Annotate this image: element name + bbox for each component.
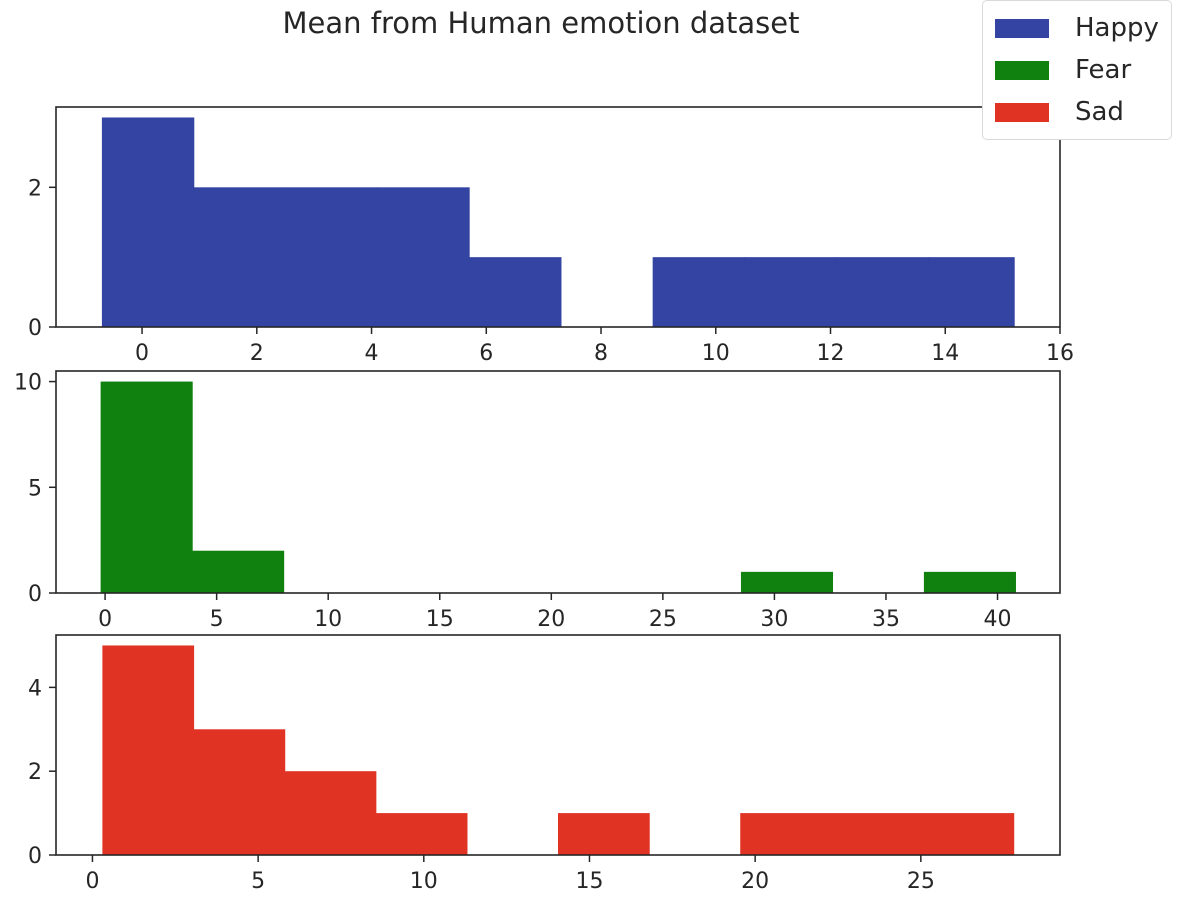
bar-happy-7 bbox=[744, 257, 837, 327]
x-tick-label: 5 bbox=[251, 869, 265, 894]
legend-item-sad: Sad bbox=[995, 97, 1124, 127]
x-tick-label: 10 bbox=[410, 869, 438, 894]
y-tick-label: 0 bbox=[28, 844, 42, 869]
bar-sad-2 bbox=[284, 771, 377, 855]
subplot-sad: 0 5 10 15 20 25 0 2 4 bbox=[28, 634, 1061, 894]
bar-fear-7 bbox=[740, 571, 834, 593]
x-tick-label: 25 bbox=[907, 869, 935, 894]
x-tick-label: 6 bbox=[479, 341, 493, 366]
subplot-fear: 0 5 10 15 20 25 30 35 40 0 5 10 bbox=[14, 370, 1061, 632]
bar-sad-3 bbox=[375, 813, 468, 855]
legend-swatch-sad bbox=[995, 102, 1049, 122]
x-tick-label: 30 bbox=[760, 607, 788, 632]
y-tick-label: 4 bbox=[28, 676, 42, 701]
y-tick-label: 10 bbox=[14, 371, 42, 396]
y-tick-label: 5 bbox=[28, 476, 42, 501]
bar-sad-5 bbox=[558, 813, 650, 855]
x-tick-label: 0 bbox=[85, 869, 99, 894]
legend-swatch-fear bbox=[995, 60, 1049, 80]
legend-swatch-happy bbox=[995, 18, 1049, 38]
bar-sad-8 bbox=[831, 813, 924, 855]
chart-title: Mean from Human emotion dataset bbox=[282, 6, 800, 40]
x-tick-label: 5 bbox=[210, 607, 224, 632]
legend-item-happy: Happy bbox=[995, 13, 1159, 43]
x-tick-label: 16 bbox=[1046, 341, 1074, 366]
x-tick-label: 40 bbox=[984, 607, 1012, 632]
x-tick-label: 12 bbox=[817, 341, 845, 366]
legend-label-sad: Sad bbox=[1075, 97, 1124, 127]
legend-label-fear: Fear bbox=[1075, 55, 1132, 85]
bar-sad-1 bbox=[193, 729, 286, 855]
x-tick-label: 10 bbox=[702, 341, 730, 366]
x-tick-label: 0 bbox=[98, 607, 112, 632]
subplot-happy: 0 2 4 6 8 10 12 14 16 0 2 bbox=[28, 106, 1074, 366]
y-tick-label: 2 bbox=[28, 176, 42, 201]
x-tick-label: 35 bbox=[872, 607, 900, 632]
bar-happy-6 bbox=[652, 257, 746, 327]
legend: Happy Fear Sad bbox=[982, 0, 1172, 140]
x-tick-label: 10 bbox=[314, 607, 342, 632]
x-tick-label: 25 bbox=[649, 607, 677, 632]
bar-happy-4 bbox=[469, 257, 562, 327]
bar-happy-9 bbox=[928, 257, 1015, 327]
x-tick-label: 15 bbox=[426, 607, 454, 632]
bar-sad-9 bbox=[922, 813, 1015, 855]
bar-sad-0 bbox=[102, 645, 195, 855]
x-tick-label: 20 bbox=[537, 607, 565, 632]
bar-happy-1 bbox=[193, 187, 287, 327]
x-tick-label: 8 bbox=[594, 341, 608, 366]
legend-label-happy: Happy bbox=[1075, 13, 1159, 43]
y-tick-label: 2 bbox=[28, 760, 42, 785]
y-tick-label: 0 bbox=[28, 582, 42, 607]
x-tick-label: 14 bbox=[931, 341, 959, 366]
x-tick-label: 4 bbox=[365, 341, 379, 366]
bar-fear-1 bbox=[192, 550, 285, 593]
axes-frame bbox=[55, 106, 1061, 328]
bar-happy-3 bbox=[377, 187, 470, 327]
axes-frame bbox=[55, 370, 1061, 594]
bar-fear-0 bbox=[100, 381, 193, 593]
bar-happy-8 bbox=[836, 257, 929, 327]
legend-item-fear: Fear bbox=[995, 55, 1131, 85]
x-tick-label: 20 bbox=[741, 869, 769, 894]
x-tick-label: 15 bbox=[575, 869, 603, 894]
bar-sad-7 bbox=[740, 813, 832, 855]
bar-happy-0 bbox=[101, 117, 195, 327]
x-tick-label: 0 bbox=[135, 341, 149, 366]
x-tick-label: 2 bbox=[250, 341, 264, 366]
bar-fear-9 bbox=[923, 571, 1016, 593]
y-tick-label: 0 bbox=[28, 316, 42, 341]
axes-frame bbox=[55, 634, 1061, 856]
bar-happy-2 bbox=[285, 187, 378, 327]
